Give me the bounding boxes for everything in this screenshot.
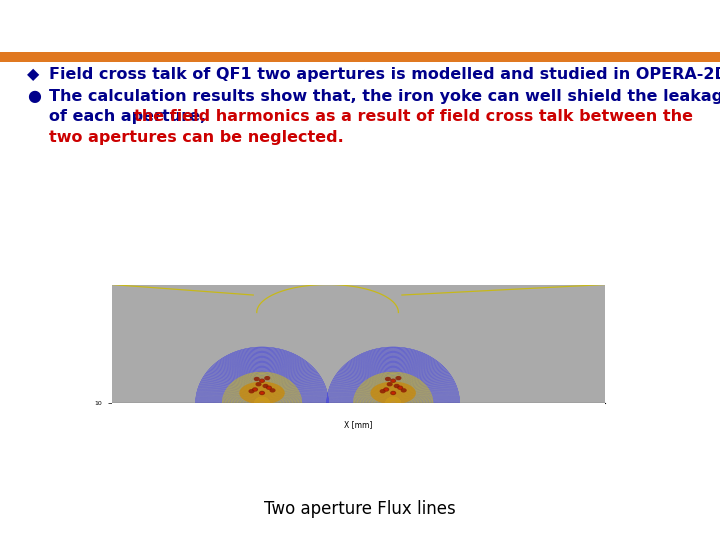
Ellipse shape [239,382,284,404]
Ellipse shape [395,376,402,380]
Text: ◆: ◆ [27,68,40,83]
Ellipse shape [266,386,272,390]
Ellipse shape [263,384,269,388]
Ellipse shape [385,377,391,381]
Text: Field cross talk of QF1 two apertures is modelled and studied in OPERA-2D.: Field cross talk of QF1 two apertures is… [49,68,720,83]
Ellipse shape [398,387,402,389]
Ellipse shape [392,392,395,394]
Ellipse shape [390,379,396,383]
Text: Two aperture Flux lines: Two aperture Flux lines [264,500,456,517]
Ellipse shape [260,392,264,394]
Ellipse shape [394,384,400,388]
Ellipse shape [387,382,392,387]
Ellipse shape [400,388,407,393]
X-axis label: X [mm]: X [mm] [344,420,372,429]
Ellipse shape [269,388,276,393]
Ellipse shape [252,387,258,392]
Ellipse shape [390,391,396,395]
Ellipse shape [253,388,257,391]
Ellipse shape [259,379,265,383]
Ellipse shape [264,376,270,380]
Ellipse shape [256,382,261,387]
Ellipse shape [267,387,271,389]
Ellipse shape [392,380,395,382]
Bar [112,403,605,417]
Text: ●: ● [27,89,41,104]
Ellipse shape [379,389,386,394]
Ellipse shape [248,389,255,394]
Text: of each aperture,: of each aperture, [49,109,212,124]
Ellipse shape [259,391,265,395]
Text: The calculation results show that, the iron yoke can well shield the leakage fie: The calculation results show that, the i… [49,89,720,104]
Ellipse shape [383,387,390,392]
Ellipse shape [397,386,403,390]
Ellipse shape [371,382,416,404]
Ellipse shape [260,380,264,382]
Ellipse shape [384,388,388,391]
Text: the field harmonics as a result of field cross talk between the: the field harmonics as a result of field… [134,109,693,124]
Text: two apertures can be neglected.: two apertures can be neglected. [49,130,343,145]
Ellipse shape [253,377,260,381]
